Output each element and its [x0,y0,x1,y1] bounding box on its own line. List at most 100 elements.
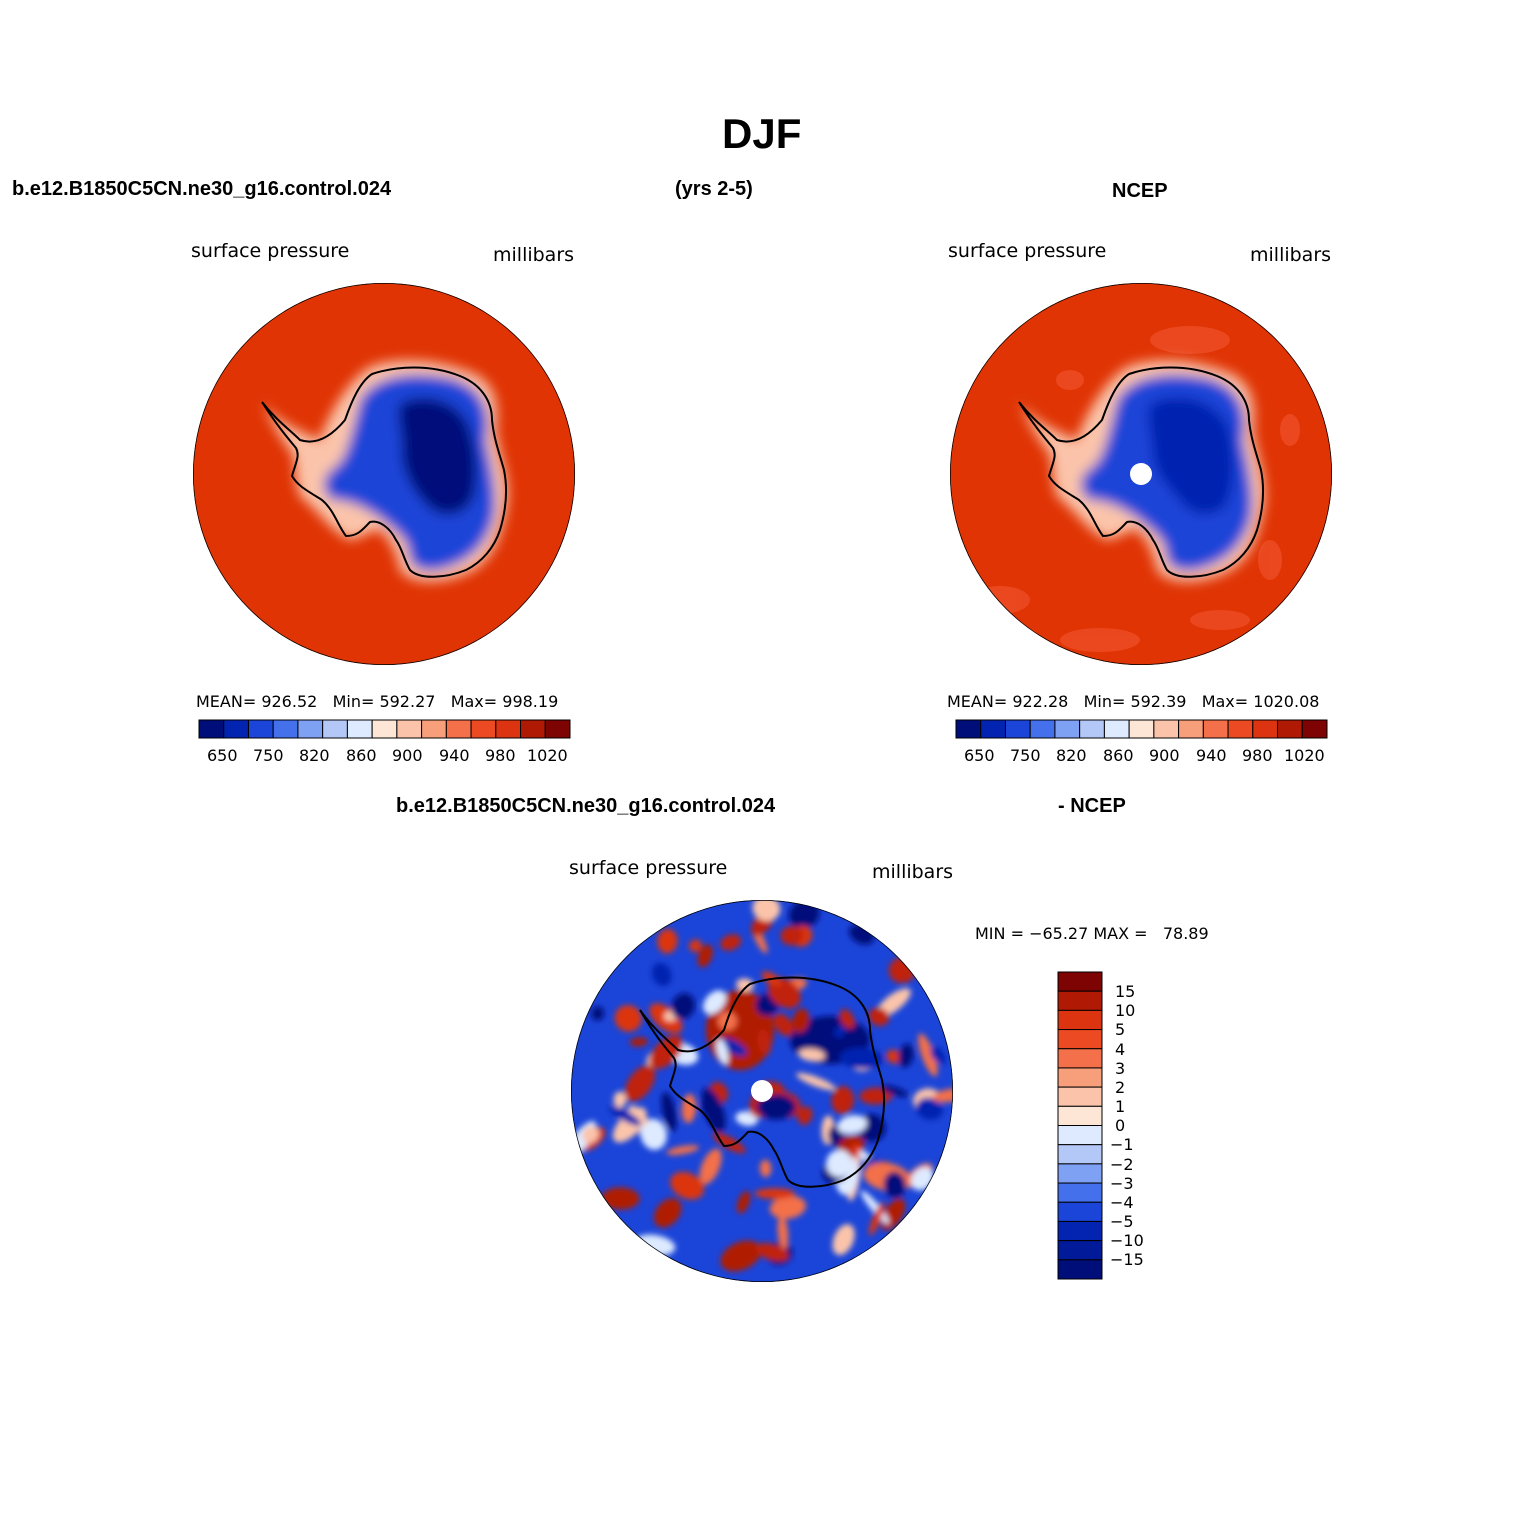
diff-anomaly-blob [614,1005,642,1032]
diff-colorbar-swatch [1057,1086,1103,1107]
obs-colorbar-swatch [1202,719,1229,739]
obs-colorbar-swatch [980,719,1006,739]
diff-anomaly-blob [754,1188,795,1199]
diff-cbar-tick: 4 [1115,1040,1126,1059]
diff-cbar-tick: 1 [1115,1097,1126,1116]
diff-anomaly-blob [720,1240,762,1272]
diff-colorbar [1057,971,1103,1280]
diff-anomaly-blob [719,1038,747,1057]
diff-colorbar-swatch [1057,1240,1103,1261]
diff-colorbar-swatch [1057,1201,1103,1222]
obs-name: NCEP [1112,180,1168,202]
model-cbar-tick: 1020 [527,746,568,765]
diff-anomaly-blob [629,1037,648,1047]
diff-anomaly-blob [837,1115,867,1135]
obs-colorbar-swatch [1004,719,1031,739]
model-stats: MEAN= 926.52 Min= 592.27 Max= 998.19 [196,692,559,711]
diff-colorbar-swatch [1057,1029,1103,1050]
diff-anomaly-blob [716,1038,729,1065]
diff-cbar-tick: 10 [1115,1001,1136,1020]
diff-cbar-tick: −5 [1110,1212,1134,1231]
diff-anomaly-blob [757,1028,772,1056]
obs-cbar-tick: 650 [964,746,995,765]
diff-anomaly-blob [657,928,678,954]
model-colorbar [198,719,571,739]
obs-colorbar-swatch [1153,719,1180,739]
diff-colorbar-swatch [1057,990,1103,1011]
diff-anomaly-blob [869,1202,885,1236]
diff-anomaly-blob [826,1149,853,1178]
diff-anomaly-blob [703,990,726,1015]
obs-colorbar-swatch [1103,719,1130,739]
obs-colorbar-swatch [955,719,982,739]
diff-colorbar-swatch [1057,1048,1103,1069]
diff-anomaly-blob [898,1043,914,1068]
diff-variable-label: surface pressure [569,857,728,879]
years-label: (yrs 2-5) [675,178,753,200]
obs-cbar-tick: 820 [1056,746,1087,765]
model-cbar-tick: 650 [207,746,238,765]
diff-anomaly-blob [666,1145,700,1155]
model-colorbar-swatch [445,719,472,739]
obs-units-label: millibars [1250,244,1332,266]
diff-anomaly-blob [932,1088,953,1103]
obs-variable-label: surface pressure [948,240,1107,262]
diff-anomaly-blob [653,1198,682,1228]
obs-colorbar [955,719,1328,739]
diff-cbar-tick: −1 [1110,1135,1134,1154]
diff-cbar-tick: −4 [1110,1193,1134,1212]
diff-cbar-tick: −3 [1110,1174,1134,1193]
model-colorbar-swatch [223,719,249,739]
model-cbar-tick: 820 [299,746,330,765]
diff-anomaly-blob [868,1007,890,1026]
diff-colorbar-swatch [1057,1009,1103,1031]
diff-anomaly-blob [833,1025,846,1038]
diff-anomaly-blob [918,1033,938,1077]
model-colorbar-swatch [470,719,497,739]
diff-cbar-tick: 2 [1115,1078,1126,1097]
diff-anomaly-blob [609,1106,642,1126]
diff-anomaly-blob [697,944,713,968]
model-colorbar-swatch [495,719,522,739]
obs-cbar-tick: 860 [1103,746,1134,765]
obs-colorbar-swatch [1301,719,1328,739]
diff-anomaly-blob [582,1125,599,1144]
diff-anomaly-blob [651,962,672,986]
model-interior [398,397,477,515]
obs-colorbar-swatch [1252,719,1279,739]
diff-anomaly-blob [613,1091,627,1108]
diff-anomaly-blob [796,1072,836,1091]
obs-cbar-tick: 750 [1010,746,1041,765]
diff-colorbar-swatch [1057,1105,1103,1126]
diff-anomaly-blob [591,1006,605,1021]
diff-stats: MIN = −65.27 MAX = 78.89 [975,924,1209,943]
diff-anomaly-blob [736,978,755,992]
diff-map [571,900,953,1282]
diff-colorbar-swatch [1057,1125,1103,1146]
diff-anomaly-blob [883,1171,906,1199]
diff-anomaly-blob [601,1187,640,1210]
diff-anomaly-blob [798,1048,826,1062]
obs-coastline [1018,366,1265,578]
obs-cbar-tick: 1020 [1284,746,1325,765]
diff-anomaly-blob [671,993,695,1020]
model-cbar-tick: 940 [439,746,470,765]
diff-anomaly-blob [930,1046,946,1065]
diff-anomaly-blob [886,1049,902,1064]
diff-anomaly-blob [780,925,803,946]
diff-anomaly-blob [701,1087,726,1133]
model-colorbar-swatch [247,719,274,739]
model-colorbar-swatch [272,719,299,739]
figure-title: DJF [722,110,802,157]
diff-anomaly-blob [769,1195,807,1219]
diff-cbar-tick: −15 [1110,1250,1144,1269]
obs-colorbar-swatch [1029,719,1056,739]
diff-cbar-tick: −2 [1110,1155,1134,1174]
model-colorbar-swatch [297,719,324,739]
diff-anomaly-blob [649,1035,683,1069]
diff-anomaly-blob [720,934,742,951]
diff-colorbar-swatch [1057,1067,1103,1088]
diff-obs-name: - NCEP [1058,795,1126,817]
diff-colorbar-swatch [1057,1182,1103,1203]
